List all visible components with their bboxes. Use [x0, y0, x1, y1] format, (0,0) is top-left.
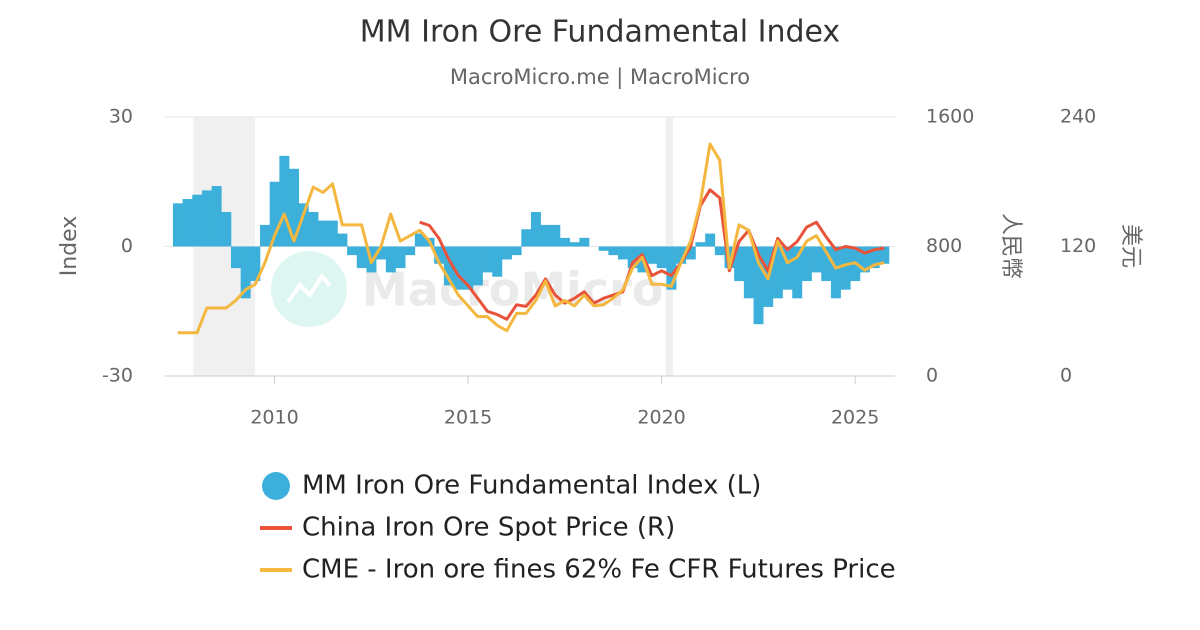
index-bar: [492, 246, 503, 277]
index-bar: [230, 246, 241, 269]
index-bar: [666, 246, 677, 290]
y-tick-label: 0: [121, 235, 133, 257]
index-bar: [830, 246, 841, 299]
watermark: MacroMicro: [271, 251, 663, 327]
index-bar: [395, 246, 406, 269]
y2-tick-label: 800: [926, 235, 962, 257]
index-bar: [221, 211, 232, 247]
index-bar: [182, 199, 193, 247]
index-bar: [569, 242, 580, 247]
index-bar: [579, 237, 590, 247]
y-tick-label: 30: [109, 106, 133, 128]
index-bar: [482, 246, 493, 273]
index-bar: [414, 233, 425, 247]
index-bar: [318, 220, 329, 247]
index-bar: [472, 246, 483, 286]
index-bar: [298, 203, 309, 247]
index-bar: [743, 246, 754, 299]
watermark-icon: [286, 272, 332, 304]
index-bar: [676, 246, 687, 264]
index-bar: [501, 246, 512, 260]
index-bar: [192, 194, 203, 247]
index-bar: [347, 246, 358, 256]
watermark-logo: [271, 251, 347, 327]
x-tick-label: 2015: [444, 407, 492, 429]
index-bar: [308, 211, 319, 247]
legend-label: MM Iron Ore Fundamental Index (L): [302, 471, 761, 501]
chart-subtitle: MacroMicro.me | MacroMicro: [450, 65, 750, 90]
index-bar: [550, 224, 561, 247]
index-bar: [608, 246, 619, 256]
y2-tick-label: 1600: [926, 106, 974, 128]
index-bar: [443, 246, 454, 286]
index-bar: [530, 211, 541, 247]
index-bar: [714, 246, 725, 256]
index-bar: [376, 246, 387, 260]
y2-axis-title: 人民幣: [998, 213, 1023, 279]
y2-tick-label: 0: [926, 365, 938, 387]
index-bar: [289, 168, 300, 247]
index-bar: [821, 246, 832, 282]
legend-label: China Iron Ore Spot Price (R): [302, 513, 675, 543]
index-bar: [734, 246, 745, 282]
index-bar: [511, 246, 522, 256]
index-bar: [879, 246, 890, 264]
index-bar: [598, 246, 609, 251]
index-bar: [453, 246, 464, 290]
index-bar: [792, 246, 803, 299]
index-bar: [772, 246, 783, 299]
index-bar: [559, 237, 570, 247]
index-bar: [434, 246, 445, 264]
legend-label: CME - Iron ore fines 62% Fe CFR Futures …: [302, 555, 896, 585]
y3-tick-label: 240: [1060, 106, 1096, 128]
x-tick-label: 2020: [637, 407, 685, 429]
index-bar: [859, 246, 870, 273]
index-bar: [782, 246, 793, 290]
y-axis-title: Index: [57, 216, 82, 277]
index-bar: [201, 190, 212, 247]
index-bar: [327, 220, 338, 247]
index-bar: [705, 233, 716, 247]
index-bar: [540, 224, 551, 247]
index-bar: [250, 246, 261, 282]
index-bar: [647, 246, 658, 264]
index-bar: [618, 246, 629, 260]
index-bar: [211, 186, 222, 247]
x-tick-label: 2025: [831, 407, 879, 429]
watermark-text: MacroMicro: [362, 263, 663, 317]
index-bar: [656, 246, 667, 269]
index-bar: [172, 203, 183, 247]
index-bar: [627, 246, 638, 269]
index-bar: [385, 246, 396, 273]
index-bar: [463, 246, 474, 290]
x-tick-label: 2010: [250, 407, 298, 429]
index-bar: [695, 242, 706, 247]
index-bar: [869, 246, 880, 269]
y3-axis-title: 美元: [1118, 224, 1143, 268]
index-bar: [811, 246, 822, 273]
index-bar: [685, 246, 696, 260]
index-bar: [260, 224, 271, 247]
index-bar: [405, 246, 416, 256]
y3-tick-label: 120: [1060, 235, 1096, 257]
y-tick-label: -30: [102, 365, 133, 387]
index-bar: [753, 246, 764, 325]
index-bar: [356, 246, 367, 269]
y3-tick-label: 0: [1060, 365, 1072, 387]
legend-marker: [262, 472, 290, 500]
price-line: [419, 188, 885, 321]
index-bar: [337, 233, 348, 247]
chart-title: MM Iron Ore Fundamental Index: [360, 15, 840, 50]
index-bar: [801, 246, 812, 282]
price-line: [177, 142, 885, 335]
index-bar: [840, 246, 851, 290]
index-bar: [269, 181, 280, 247]
index-bar: [279, 155, 290, 247]
index-bar: [240, 246, 251, 299]
index-bar: [521, 229, 532, 247]
